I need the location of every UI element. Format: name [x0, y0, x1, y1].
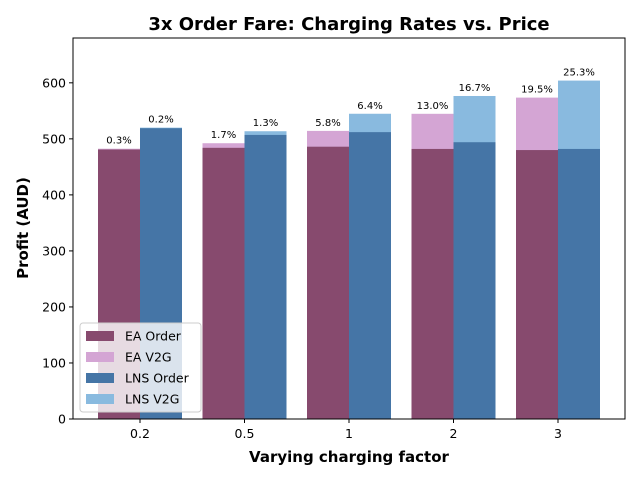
bars	[98, 80, 600, 420]
chart-title: 3x Order Fare: Charging Rates vs. Price	[148, 14, 549, 35]
y-tick-label: 200	[42, 299, 66, 314]
y-tick-label: 500	[42, 131, 66, 146]
y-tick-label: 100	[42, 355, 66, 370]
pct-label-lns-0.2: 0.2%	[148, 115, 173, 126]
x-axis: 0.2 0.5 1 2 3	[130, 419, 562, 441]
pct-label-lns-3: 25.3%	[563, 68, 595, 79]
bar-ea-order-2	[411, 148, 454, 419]
bar-lns-order-1	[349, 132, 391, 420]
pct-label-lns-1: 6.4%	[357, 101, 382, 112]
x-tick-label: 2	[450, 426, 458, 441]
pct-label-ea-1: 5.8%	[315, 118, 340, 129]
pct-label-lns-0.5: 1.3%	[253, 118, 278, 129]
x-axis-label: Varying charging factor	[249, 448, 449, 466]
pct-label-ea-0.5: 1.7%	[211, 130, 236, 141]
legend: EA Order EA V2G LNS Order LNS V2G	[79, 322, 202, 413]
x-tick-label: 0.2	[130, 426, 150, 441]
y-axis-label: Profit (AUD)	[14, 177, 32, 279]
y-axis: 0 100 200 300 400 500 600	[42, 75, 73, 427]
legend-swatch	[86, 373, 114, 383]
y-tick-label: 0	[58, 412, 66, 427]
legend-swatch	[86, 394, 114, 404]
legend-entry: LNS V2G	[125, 392, 179, 407]
x-tick-label: 0.5	[235, 426, 255, 441]
y-tick-label: 600	[42, 75, 66, 90]
pct-label-ea-2: 13.0%	[417, 101, 449, 112]
bar-ea-order-0.5	[202, 147, 245, 420]
y-tick-label: 300	[42, 243, 66, 258]
pct-label-lns-2: 16.7%	[459, 83, 491, 94]
legend-swatch	[86, 352, 114, 362]
legend-frame	[79, 322, 202, 413]
pct-label-ea-3: 19.5%	[521, 85, 553, 96]
x-tick-label: 3	[554, 426, 562, 441]
bar-lns-order-3	[558, 148, 600, 419]
legend-entry: EA Order	[125, 329, 182, 344]
bar-lns-order-0.5	[244, 134, 287, 419]
bar-ea-order-3	[516, 150, 558, 419]
legend-entry: EA V2G	[125, 350, 172, 365]
percent-labels: 0.3% 1.7% 5.8% 13.0% 19.5% 0.2% 1.3% 6.4% 16.7% 2…	[106, 68, 595, 147]
bar-ea-order-1	[307, 146, 349, 419]
legend-swatch	[86, 331, 114, 341]
x-tick-label: 1	[345, 426, 353, 441]
bar-lns-order-2	[453, 142, 496, 419]
pct-label-ea-0.2: 0.3%	[106, 136, 131, 147]
legend-entry: LNS Order	[125, 371, 190, 386]
y-tick-label: 400	[42, 187, 66, 202]
